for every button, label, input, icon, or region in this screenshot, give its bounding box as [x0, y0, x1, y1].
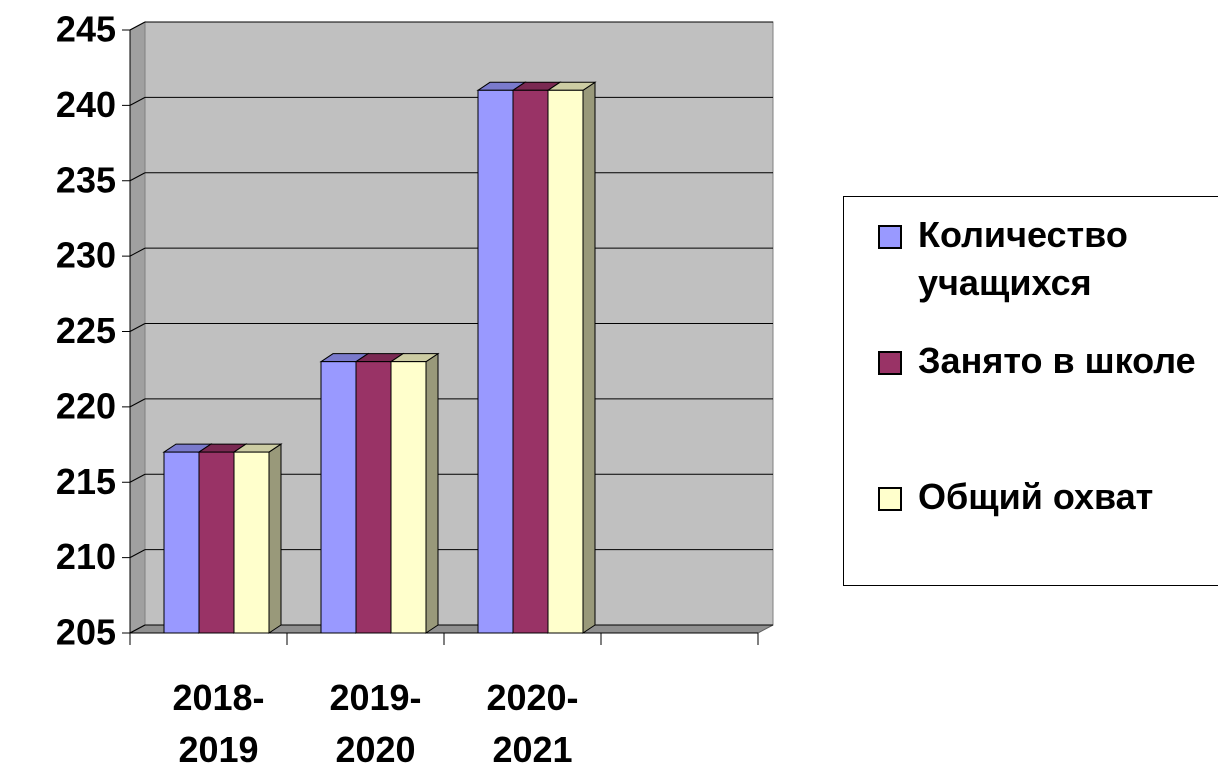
- bar: [355, 361, 392, 634]
- x-tick-label: 2019-2020: [329, 677, 422, 770]
- y-tick-label: 245: [56, 9, 116, 50]
- legend-item: Занято в школе: [878, 337, 1213, 385]
- legend-label: Занято в школе: [918, 340, 1196, 381]
- bar: [547, 89, 584, 634]
- bar: [198, 451, 235, 634]
- legend-item: Общий охват: [878, 473, 1213, 521]
- x-tick-label: 2018-2019: [172, 677, 265, 770]
- grid-line: [129, 624, 146, 634]
- grid-line: [129, 549, 146, 559]
- legend-swatch: [878, 487, 902, 511]
- bar-side: [268, 443, 282, 634]
- bar: [233, 451, 270, 634]
- grid-line: [129, 247, 146, 257]
- legend-label: Общий охват: [918, 476, 1154, 517]
- legend-swatch: [878, 351, 902, 375]
- y-tick-label: 230: [56, 235, 116, 276]
- legend-item: Количество учащихся: [878, 211, 1213, 307]
- x-tick-label: 2020-2021: [486, 677, 579, 770]
- y-tick-label: 240: [56, 84, 116, 125]
- legend: Количество учащихся Занято в школе Общий о…: [843, 196, 1218, 586]
- grid-line: [129, 172, 146, 182]
- legend-label: Количество учащихся: [918, 214, 1128, 303]
- grid-line: [129, 323, 146, 332]
- grid-line: [129, 473, 146, 483]
- bar: [163, 451, 200, 634]
- y-tick-label: 210: [56, 536, 116, 577]
- bar-side: [425, 352, 439, 634]
- bar-side: [582, 81, 596, 634]
- grid-line: [129, 96, 146, 106]
- y-tick-label: 220: [56, 385, 116, 426]
- bar: [512, 89, 549, 634]
- y-tick-label: 205: [56, 612, 116, 653]
- bar: [390, 361, 427, 634]
- grid-line: [129, 398, 146, 408]
- y-tick-label: 225: [56, 310, 116, 351]
- bar: [320, 361, 357, 634]
- legend-swatch: [878, 225, 902, 249]
- grid-line: [129, 21, 146, 31]
- y-tick-label: 235: [56, 159, 116, 200]
- bar: [477, 89, 514, 634]
- y-tick-label: 215: [56, 461, 116, 502]
